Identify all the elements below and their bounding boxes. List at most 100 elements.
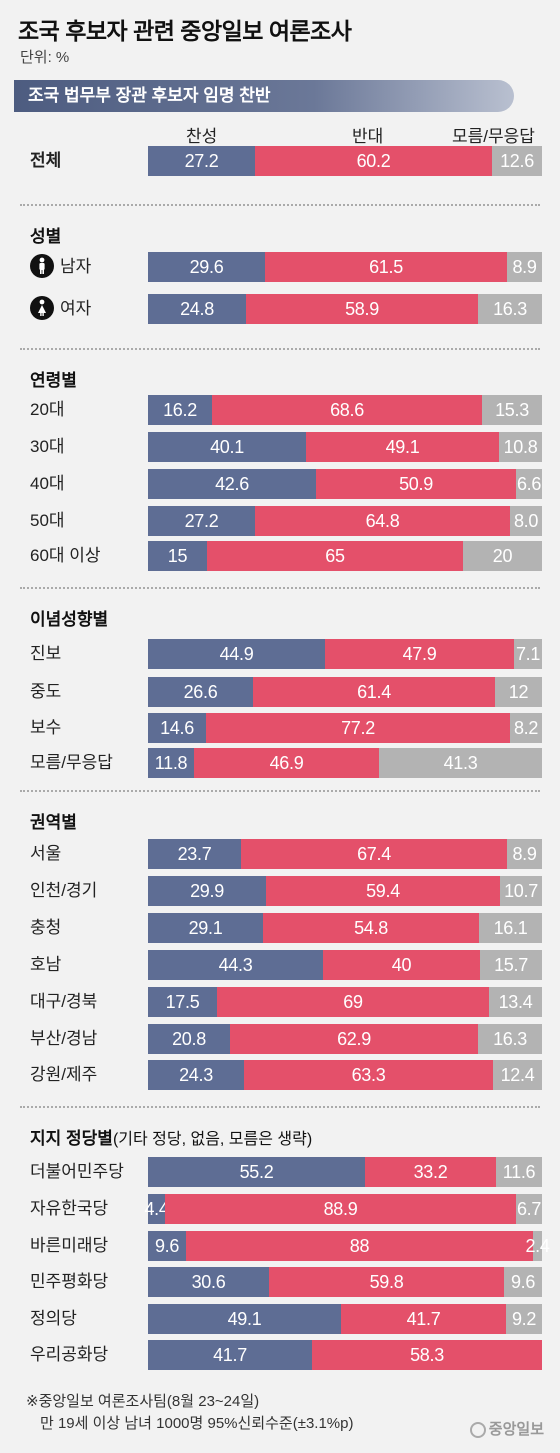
bar-segment-no: 58.9 bbox=[246, 294, 478, 324]
bar-segment-no: 88 bbox=[186, 1231, 533, 1261]
section-separator bbox=[20, 790, 540, 792]
row-label: 부산/경남 bbox=[30, 1024, 97, 1054]
section-title: 이념성향별 bbox=[30, 605, 108, 630]
bar-segment-no: 64.8 bbox=[255, 506, 510, 536]
bar-segment-dont-know: 16.1 bbox=[479, 913, 542, 943]
bar-segment-no: 68.6 bbox=[212, 395, 482, 425]
bar-segment-dont-know: 12 bbox=[495, 677, 542, 707]
section-title: 지지 정당별(기타 정당, 없음, 모름은 생략) bbox=[30, 1124, 312, 1149]
bar-segment-dont-know: 41.3 bbox=[379, 748, 542, 778]
section-title-text: 성별 bbox=[30, 227, 62, 246]
bar-segment-yes: 29.1 bbox=[148, 913, 263, 943]
bar-segment-dont-know: 8.9 bbox=[507, 839, 542, 869]
source-logo: 중앙일보 bbox=[469, 1418, 544, 1439]
section-title-text: 지지 정당별 bbox=[30, 1129, 113, 1148]
bar-segment-dont-know: 15.7 bbox=[480, 950, 542, 980]
row-label: 30대 bbox=[30, 432, 65, 462]
bar-row: 17.5 69 13.4 bbox=[148, 987, 542, 1017]
bar-segment-dont-know: 8.2 bbox=[510, 713, 542, 743]
bar-segment-no: 88.9 bbox=[165, 1194, 516, 1224]
bar-segment-no: 49.1 bbox=[306, 432, 499, 462]
bar-row: 29.6 61.5 8.9 bbox=[148, 252, 542, 282]
row-label-text: 보수 bbox=[30, 718, 62, 737]
bar-segment-yes: 26.6 bbox=[148, 677, 253, 707]
male-icon bbox=[30, 253, 54, 278]
bar-row: 11.8 46.9 41.3 bbox=[148, 748, 542, 778]
bar-segment-yes: 20.8 bbox=[148, 1024, 230, 1054]
bar-row: 29.9 59.4 10.7 bbox=[148, 876, 542, 906]
row-label-text: 부산/경남 bbox=[30, 1029, 98, 1048]
section-title-text: 연령별 bbox=[30, 371, 77, 390]
row-label-text: 서울 bbox=[30, 844, 62, 863]
row-label-text: 20대 bbox=[30, 400, 65, 419]
row-label: 더불어민주당 bbox=[30, 1157, 124, 1187]
bar-segment-no: 54.8 bbox=[263, 913, 479, 943]
bar-segment-dont-know: 20 bbox=[463, 541, 542, 571]
bar-segment-no: 58.3 bbox=[312, 1340, 542, 1370]
row-label: 보수 bbox=[30, 713, 61, 743]
bar-segment-dont-know: 8.9 bbox=[507, 252, 542, 282]
bar-segment-dont-know: 15.3 bbox=[482, 395, 542, 425]
row-label-text: 진보 bbox=[30, 644, 62, 663]
row-label: 정의당 bbox=[30, 1304, 77, 1334]
row-label-text: 전체 bbox=[30, 151, 62, 170]
bar-segment-dont-know: 12.4 bbox=[493, 1060, 542, 1090]
row-label-text: 모름/무응답 bbox=[30, 753, 113, 772]
bar-segment-no: 41.7 bbox=[341, 1304, 506, 1334]
section-separator bbox=[20, 348, 540, 350]
row-label-text: 충청 bbox=[30, 918, 62, 937]
bar-segment-yes: 16.2 bbox=[148, 395, 212, 425]
bar-segment-no: 77.2 bbox=[206, 713, 510, 743]
bar-segment-yes: 44.9 bbox=[148, 639, 325, 669]
bar-segment-yes: 29.6 bbox=[148, 252, 265, 282]
bar-segment-no: 50.9 bbox=[316, 469, 516, 499]
bar-segment-no: 59.8 bbox=[269, 1267, 504, 1297]
bar-segment-no: 47.9 bbox=[325, 639, 514, 669]
row-label: 40대 bbox=[30, 469, 65, 499]
footnote-line-2: 만 19세 이상 남녀 1000명 95%신뢰수준(±3.1%p) bbox=[40, 1415, 354, 1432]
bar-segment-no: 59.4 bbox=[266, 876, 500, 906]
row-label: 진보 bbox=[30, 639, 61, 669]
bar-row: 27.2 64.8 8.0 bbox=[148, 506, 542, 536]
section-separator bbox=[20, 204, 540, 206]
row-label: 대구/경북 bbox=[30, 987, 97, 1017]
row-label: 50대 bbox=[30, 506, 65, 536]
row-label: 여자 bbox=[30, 294, 91, 324]
row-label: 서울 bbox=[30, 839, 61, 869]
section-title-text: 이념성향별 bbox=[30, 610, 109, 629]
source-text: 중앙일보 bbox=[488, 1421, 544, 1438]
legend-dont-know: 모름/무응답 bbox=[452, 127, 535, 146]
bar-segment-dont-know: 6.6 bbox=[516, 469, 542, 499]
row-label-text: 자유한국당 bbox=[30, 1199, 109, 1218]
row-label-text: 남자 bbox=[60, 257, 92, 276]
row-label: 호남 bbox=[30, 950, 61, 980]
row-label-text: 60대 이상 bbox=[30, 546, 101, 565]
row-label: 강원/제주 bbox=[30, 1060, 97, 1090]
section-separator bbox=[20, 1106, 540, 1108]
bar-segment-no: 61.4 bbox=[253, 677, 495, 707]
row-label: 중도 bbox=[30, 677, 61, 707]
bar-segment-no: 65 bbox=[207, 541, 463, 571]
bar-segment-no: 46.9 bbox=[194, 748, 379, 778]
bar-row: 4.4 88.9 6.7 bbox=[144, 1194, 542, 1224]
bar-row: 27.2 60.2 12.6 bbox=[148, 146, 542, 176]
bar-segment-dont-know: 8.0 bbox=[510, 506, 542, 536]
bar-row: 14.6 77.2 8.2 bbox=[148, 713, 542, 743]
row-label-text: 정의당 bbox=[30, 1309, 77, 1328]
footnote-line-1: ※중앙일보 여론조사팀(8월 23~24일) bbox=[26, 1393, 260, 1410]
row-label-text: 40대 bbox=[30, 474, 65, 493]
bar-segment-yes: 14.6 bbox=[148, 713, 206, 743]
bar-segment-yes: 24.8 bbox=[148, 294, 246, 324]
bar-segment-dont-know: 11.6 bbox=[496, 1157, 542, 1187]
bar-row: 55.2 33.2 11.6 bbox=[148, 1157, 542, 1187]
bar-row: 16.2 68.6 15.3 bbox=[148, 395, 542, 425]
bar-row: 23.7 67.4 8.9 bbox=[148, 839, 542, 869]
bar-segment-dont-know: 2.4 bbox=[525, 1231, 550, 1261]
bar-segment-no: 40 bbox=[323, 950, 480, 980]
bar-segment-dont-know: 16.3 bbox=[478, 1024, 542, 1054]
bar-segment-no: 63.3 bbox=[244, 1060, 493, 1090]
section-title-text: 권역별 bbox=[30, 813, 77, 832]
bar-segment-no: 60.2 bbox=[255, 146, 492, 176]
bar-segment-no: 69 bbox=[217, 987, 489, 1017]
section-title: 성별 bbox=[30, 222, 61, 247]
